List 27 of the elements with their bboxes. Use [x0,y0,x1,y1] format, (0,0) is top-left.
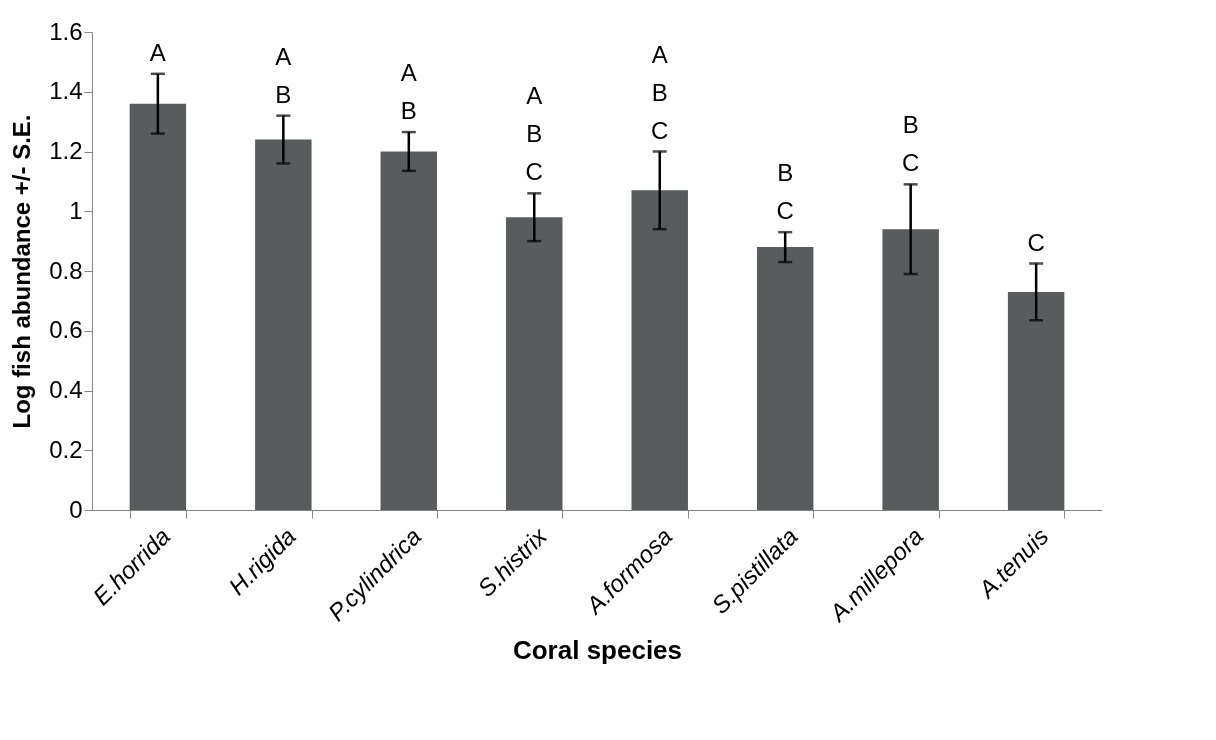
bar [631,190,688,510]
annotation: A B [400,59,417,125]
annotation: B C [776,159,794,225]
annotation: B C [901,111,920,177]
y-tick-label: 0.8 [49,256,83,284]
y-tick-label: 1.6 [49,17,83,45]
bar [1007,291,1065,510]
bar [129,103,187,510]
bar [255,139,312,510]
bar [882,229,939,510]
bar [380,151,438,510]
x-axis-title: Coral species [512,635,683,666]
y-axis-title: Log fish abundance +/- S.E. [8,114,36,429]
y-tick-label: 1.2 [49,137,83,164]
annotation: A B C [525,82,543,186]
bar [506,217,563,510]
y-tick-label: 0.2 [49,435,83,463]
y-tick-label: 0 [69,495,83,523]
annotation: A B [275,42,292,108]
annotation: C [1027,228,1045,256]
y-tick-label: 0.4 [49,376,83,403]
annotation: A [149,38,166,66]
annotation: A B C [651,40,669,144]
y-tick-label: 0.6 [49,316,83,344]
y-tick-label: 1.4 [49,77,83,105]
bar [756,247,814,510]
y-tick-label: 1 [69,196,83,224]
